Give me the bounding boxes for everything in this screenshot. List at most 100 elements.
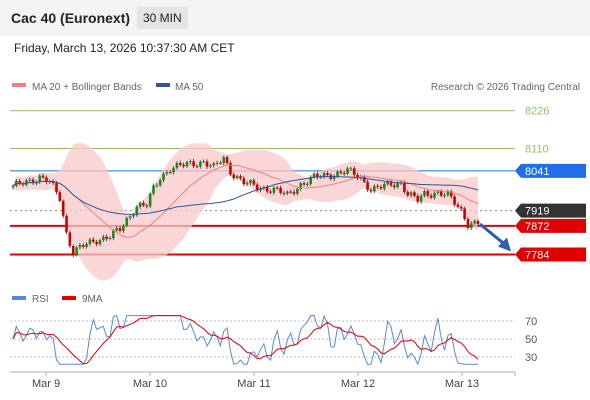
candle-body <box>85 243 88 247</box>
candle-body <box>369 189 373 192</box>
candle-body <box>372 185 376 192</box>
candle-body <box>383 183 386 189</box>
candle-body <box>125 218 129 226</box>
candle-body <box>286 191 289 194</box>
ma20-line <box>12 164 479 238</box>
level-label-7919: 7919 <box>525 206 549 218</box>
candle-body <box>105 236 108 239</box>
candle-body <box>222 157 226 163</box>
candle-body <box>312 173 316 177</box>
candle-body <box>429 195 433 198</box>
candle-body <box>319 176 323 178</box>
candle-body <box>205 161 209 167</box>
candle-body <box>356 174 359 179</box>
candle-body <box>456 204 460 207</box>
ma50-legend-swatch <box>156 83 170 87</box>
timeframe-badge[interactable]: 30 MIN <box>137 7 188 29</box>
candle-body <box>51 181 55 184</box>
rsi-level-label: 70 <box>525 316 537 328</box>
candle-body <box>232 174 236 179</box>
candle-body <box>122 225 125 231</box>
candle-body <box>11 185 15 188</box>
candle-body <box>165 172 169 174</box>
candle-body <box>275 187 279 189</box>
candle-body <box>379 186 383 189</box>
candle-body <box>453 196 456 205</box>
candle-body <box>332 176 336 180</box>
candle-body <box>192 161 195 167</box>
candle-body <box>349 168 353 170</box>
x-tick-label: Mar 12 <box>341 378 375 390</box>
candle-body <box>68 232 72 247</box>
x-tick-label: Mar 9 <box>32 378 60 390</box>
candle-body <box>212 163 216 166</box>
forecast-arrowhead <box>498 237 511 252</box>
candle-body <box>306 183 309 185</box>
candle-body <box>459 206 463 209</box>
candle-body <box>219 162 222 164</box>
candle-body <box>55 183 58 193</box>
candle-body <box>75 247 78 256</box>
candle-body <box>81 245 85 247</box>
candle-body <box>443 195 446 197</box>
candle-body <box>178 162 182 165</box>
candle-body <box>162 173 165 181</box>
candle-body <box>138 202 142 207</box>
rsi-legend-swatch <box>12 296 26 300</box>
candle-body <box>28 179 32 181</box>
candle-body <box>296 188 299 194</box>
timestamp: Friday, March 13, 2026 10:37:30 AM CET <box>14 41 235 55</box>
candle-body <box>423 191 426 196</box>
candle-body <box>132 215 135 217</box>
candle-body <box>45 177 48 183</box>
candle-body <box>309 176 313 184</box>
candle-body <box>41 175 45 178</box>
level-label-8110: 8110 <box>525 143 549 155</box>
x-tick-label: Mar 13 <box>445 378 479 390</box>
candle-body <box>342 172 346 174</box>
legend-ma20: MA 20 + Bollinger Bands <box>32 82 142 93</box>
candle-body <box>71 246 75 256</box>
rsi-level-label: 50 <box>525 334 537 346</box>
candle-body <box>416 195 420 202</box>
rsi-line <box>12 314 478 366</box>
candle-body <box>148 193 152 207</box>
candle-body <box>112 230 115 238</box>
candle-body <box>195 166 199 168</box>
candle-body <box>449 191 453 197</box>
candle-body <box>470 223 473 228</box>
header-bar <box>0 0 590 36</box>
rsi-level-label: 30 <box>525 352 537 364</box>
candle-body <box>403 182 406 192</box>
candle-body <box>189 161 192 163</box>
candle-body <box>31 179 35 184</box>
level-tag-7784 <box>515 247 586 262</box>
candle-body <box>235 176 239 179</box>
candle-body <box>245 183 249 185</box>
candle-body <box>359 176 363 179</box>
candle-body <box>108 237 112 239</box>
candle-body <box>476 220 480 225</box>
candle-body <box>326 173 329 175</box>
candle-body <box>446 191 450 196</box>
candle-body <box>61 200 65 216</box>
level-label-8041: 8041 <box>525 166 549 178</box>
candle-body <box>269 191 272 193</box>
candle-body <box>152 185 155 194</box>
instrument-title: Cac 40 (Euronext) <box>11 10 131 26</box>
candle-body <box>302 183 306 185</box>
candle-body <box>115 228 119 231</box>
candle-body <box>182 164 185 167</box>
candle-body <box>292 191 296 194</box>
candle-body <box>168 172 172 174</box>
candle-body <box>88 239 92 244</box>
candle-body <box>252 180 256 185</box>
candle-body <box>225 157 229 163</box>
candle-body <box>175 162 179 168</box>
candle-body <box>249 180 252 184</box>
ma20-legend-swatch <box>12 83 26 87</box>
candle-body <box>406 191 410 196</box>
candle-body <box>209 165 212 167</box>
candle-body <box>78 245 82 248</box>
candle-body <box>25 180 28 185</box>
